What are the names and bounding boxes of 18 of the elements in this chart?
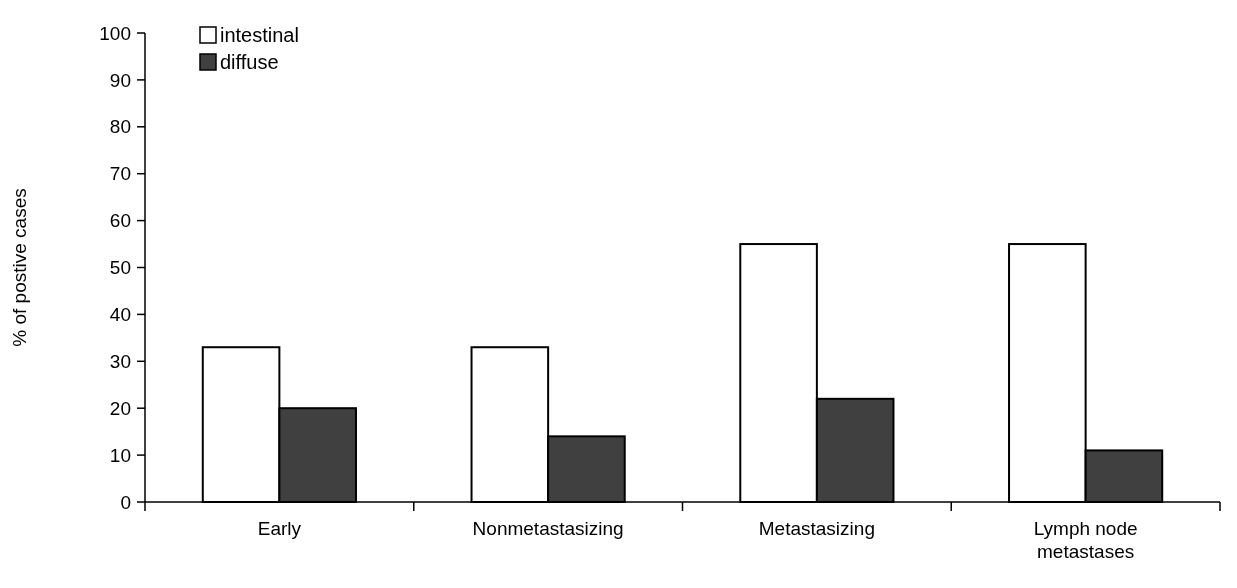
y-tick-label: 40 — [109, 304, 131, 326]
y-tick-label: 50 — [109, 257, 131, 279]
y-tick-label: 10 — [109, 444, 131, 466]
y-tick-label: 60 — [109, 210, 131, 232]
y-axis-title: % of postive cases — [9, 188, 30, 347]
y-tick-label: 80 — [109, 116, 131, 138]
x-tick-label: Metastasizing — [758, 518, 875, 539]
legend-label: intestinal — [220, 24, 299, 46]
x-tick-label: Early — [257, 518, 302, 539]
legend-label: diffuse — [220, 51, 279, 73]
x-tick-label: Nonmetastasizing — [472, 518, 624, 539]
y-tick-label: 90 — [109, 69, 131, 91]
y-tick-label: 0 — [120, 491, 131, 513]
x-tick-label: Lymph node metastases — [1033, 518, 1138, 562]
y-tick-label: 20 — [109, 397, 131, 419]
y-tick-label: 70 — [109, 163, 131, 185]
y-tick-label: 30 — [109, 350, 131, 372]
y-tick-label: 100 — [99, 22, 131, 44]
